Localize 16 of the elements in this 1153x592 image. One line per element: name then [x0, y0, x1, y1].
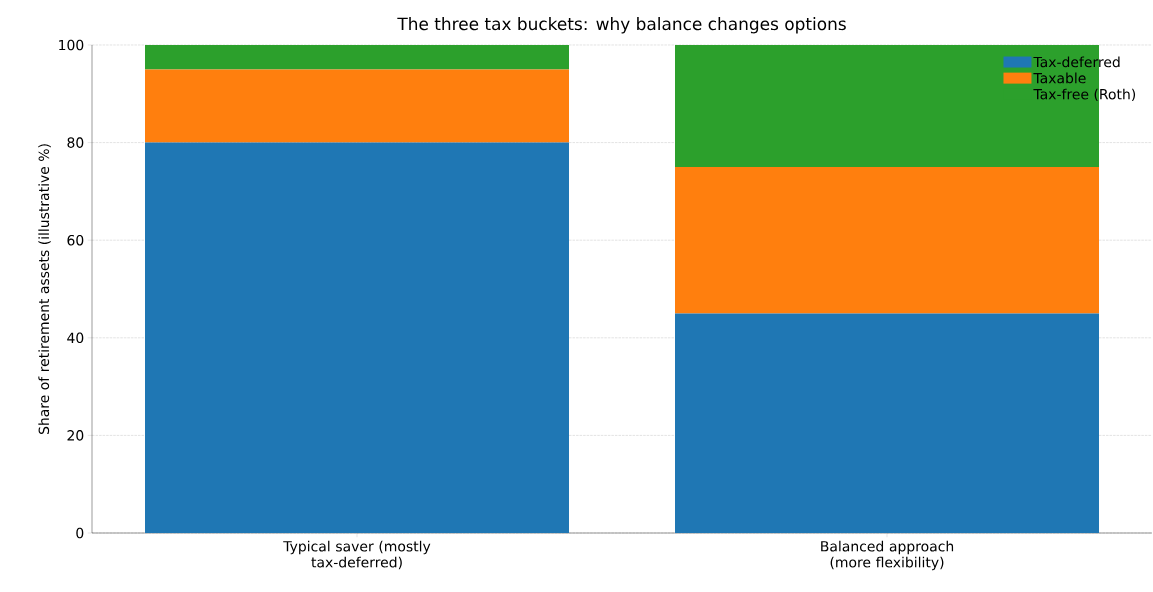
bar	[145, 69, 569, 143]
bar	[675, 313, 1099, 533]
y-tick-label: 20	[67, 430, 84, 441]
x-tick-label: Typical saver (mostly tax-deferred)	[283, 540, 431, 570]
bar	[145, 44, 569, 70]
y-tick-label: 80	[67, 137, 84, 148]
y-tick-label: 100	[59, 39, 84, 51]
y-tick-label: 0	[76, 527, 84, 539]
x-tick-label: Balanced approach (more flexibility)	[821, 540, 954, 571]
legend-label: Taxable	[1033, 72, 1086, 84]
y-tick-label: 40	[67, 332, 84, 344]
y-axis-title: Share of retirement assets (illustrative %)	[38, 144, 51, 435]
bar	[675, 167, 1099, 314]
bar	[145, 142, 569, 533]
y-tick-label: 60	[67, 234, 84, 246]
chart-title: The three tax buckets: why balance changes options	[397, 17, 846, 34]
